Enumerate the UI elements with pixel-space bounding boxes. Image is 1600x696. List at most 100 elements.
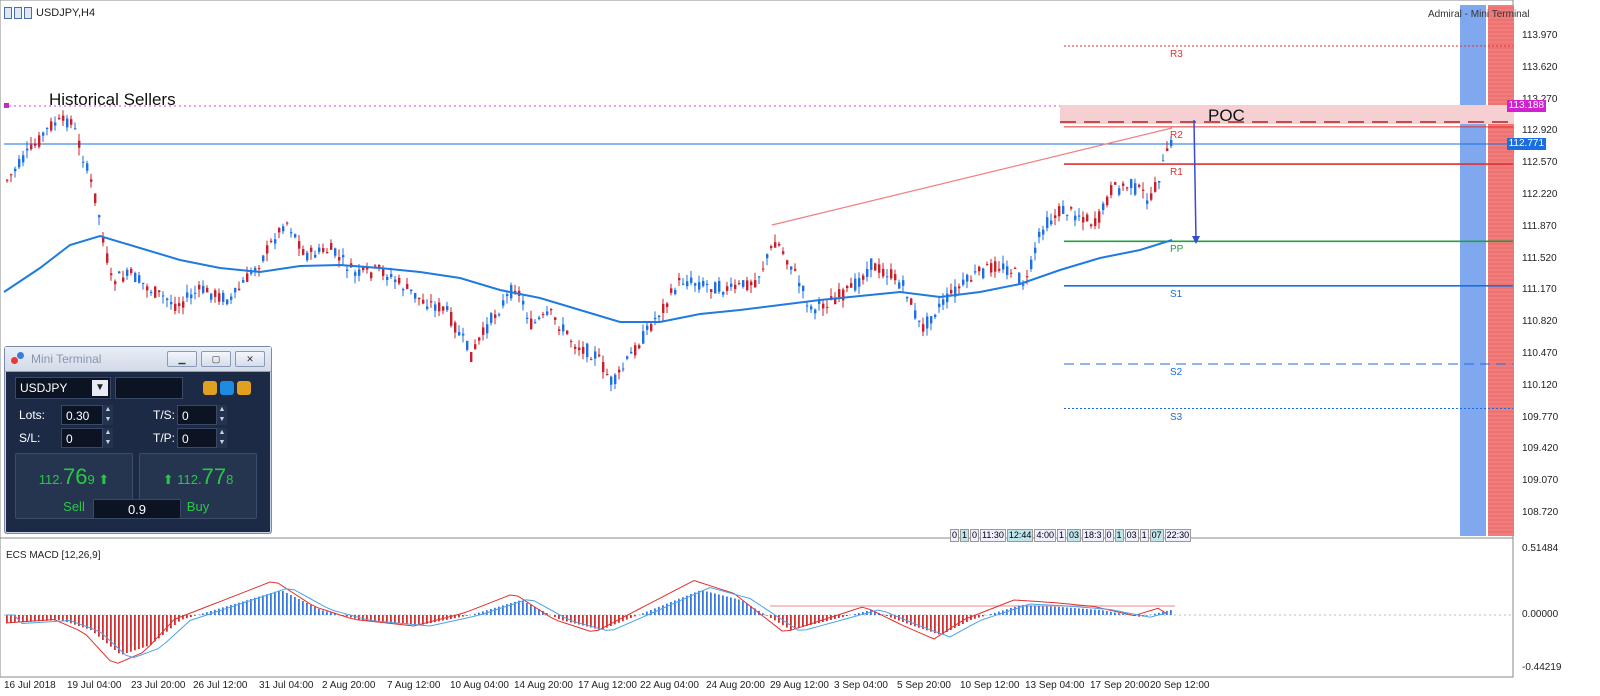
macd-bar: [974, 615, 976, 619]
copy-icon[interactable]: [203, 381, 217, 395]
candle: [974, 264, 977, 275]
macd-bar: [618, 615, 620, 623]
ts-stepper[interactable]: ▲ ▼: [217, 405, 227, 425]
sl-input[interactable]: 0: [61, 428, 103, 448]
macd-bar: [1042, 606, 1044, 615]
macd-bar: [822, 615, 824, 622]
candle: [366, 262, 369, 274]
macd-tick: -0.44219: [1522, 662, 1562, 673]
session-cell: 1: [1114, 529, 1124, 542]
macd-bar: [722, 595, 724, 615]
macd-bar: [282, 591, 284, 615]
macd-bar: [730, 597, 732, 615]
chevron-down-icon[interactable]: ▼: [92, 380, 108, 396]
candle: [106, 246, 109, 265]
macd-bar: [882, 614, 884, 615]
macd-bar: [970, 615, 972, 620]
macd-bar: [786, 615, 788, 628]
candle: [14, 166, 17, 178]
macd-bar: [394, 615, 396, 623]
candle: [798, 275, 801, 294]
macd-bar: [894, 615, 896, 619]
price-tick: 109.070: [1522, 475, 1559, 487]
macd-bar: [318, 609, 320, 615]
session-cell: 03: [1066, 529, 1081, 542]
candle: [1154, 176, 1157, 193]
maximize-button[interactable]: ▢: [201, 351, 231, 367]
macd-bar: [302, 601, 304, 615]
time-tick: 29 Aug 12:00: [770, 680, 829, 691]
candle: [1090, 223, 1093, 229]
macd-bar: [458, 615, 460, 618]
macd-bar: [270, 593, 272, 615]
pivot-label-s1: S1: [1170, 288, 1183, 300]
ts-input[interactable]: 0: [177, 405, 217, 425]
candle: [238, 281, 241, 291]
macd-bar: [778, 615, 780, 623]
macd-bar: [718, 594, 720, 615]
close-button[interactable]: ✕: [235, 351, 265, 367]
gear-icon[interactable]: [220, 381, 234, 395]
candle: [858, 272, 861, 294]
macd-bar: [738, 599, 740, 615]
macd-bar: [726, 596, 728, 615]
macd-bar: [374, 615, 376, 622]
lots-input[interactable]: 0.30: [61, 405, 103, 425]
candle: [434, 301, 437, 318]
candle: [422, 293, 425, 305]
candle: [1078, 208, 1081, 222]
candle: [874, 262, 877, 271]
candle: [258, 265, 261, 277]
candle: [110, 267, 113, 281]
candle: [694, 282, 697, 292]
macd-bar: [34, 615, 36, 622]
macd-bar: [246, 600, 248, 615]
tp-stepper[interactable]: ▲ ▼: [217, 428, 227, 448]
macd-bar: [262, 595, 264, 615]
trendline[interactable]: [771, 127, 1173, 226]
candle: [822, 299, 825, 316]
candle: [854, 273, 857, 293]
macd-bar: [334, 613, 336, 615]
candle: [1062, 200, 1065, 215]
candle: [66, 115, 69, 132]
macd-bar: [918, 615, 920, 628]
macd-bar: [914, 615, 916, 627]
macd-bar: [702, 590, 704, 615]
macd-bar: [154, 615, 156, 642]
macd-bar: [854, 614, 856, 615]
time-tick: 31 Jul 04:00: [259, 680, 314, 691]
macd-bar: [1074, 608, 1076, 615]
sl-stepper[interactable]: ▲ ▼: [103, 428, 113, 448]
macd-bar: [438, 615, 440, 622]
session-cell: 1: [1139, 529, 1149, 542]
macd-bar: [170, 615, 172, 629]
candle: [890, 263, 893, 281]
candle: [906, 296, 909, 303]
macd-bar: [1082, 608, 1084, 615]
candle: [482, 321, 485, 341]
mini-terminal-titlebar[interactable]: Mini Terminal: [5, 347, 271, 372]
macd-bar: [226, 606, 228, 615]
macd-bar: [558, 615, 560, 619]
candle: [826, 300, 829, 314]
lots-stepper[interactable]: ▲ ▼: [103, 405, 113, 425]
symbol-select[interactable]: USDJPY ▼: [15, 377, 111, 399]
macd-bar: [1070, 607, 1072, 615]
macd-bar: [710, 592, 712, 615]
mini-terminal[interactable]: Mini Terminal ▁ ▢ ✕ USDJPY ▼ Lots: 0.30 …: [4, 346, 272, 534]
expand-icon[interactable]: [237, 381, 251, 395]
macd-bar: [142, 615, 144, 648]
macd-bar: [74, 615, 76, 625]
macd-bar: [26, 615, 28, 622]
macd-bar: [274, 591, 276, 615]
macd-bar: [294, 597, 296, 615]
macd-bar: [478, 612, 480, 615]
macd-bar: [502, 605, 504, 615]
time-tick: 10 Sep 12:00: [960, 680, 1020, 691]
minimize-button[interactable]: ▁: [167, 351, 197, 367]
macd-bar: [1118, 613, 1120, 615]
tp-input[interactable]: 0: [177, 428, 217, 448]
